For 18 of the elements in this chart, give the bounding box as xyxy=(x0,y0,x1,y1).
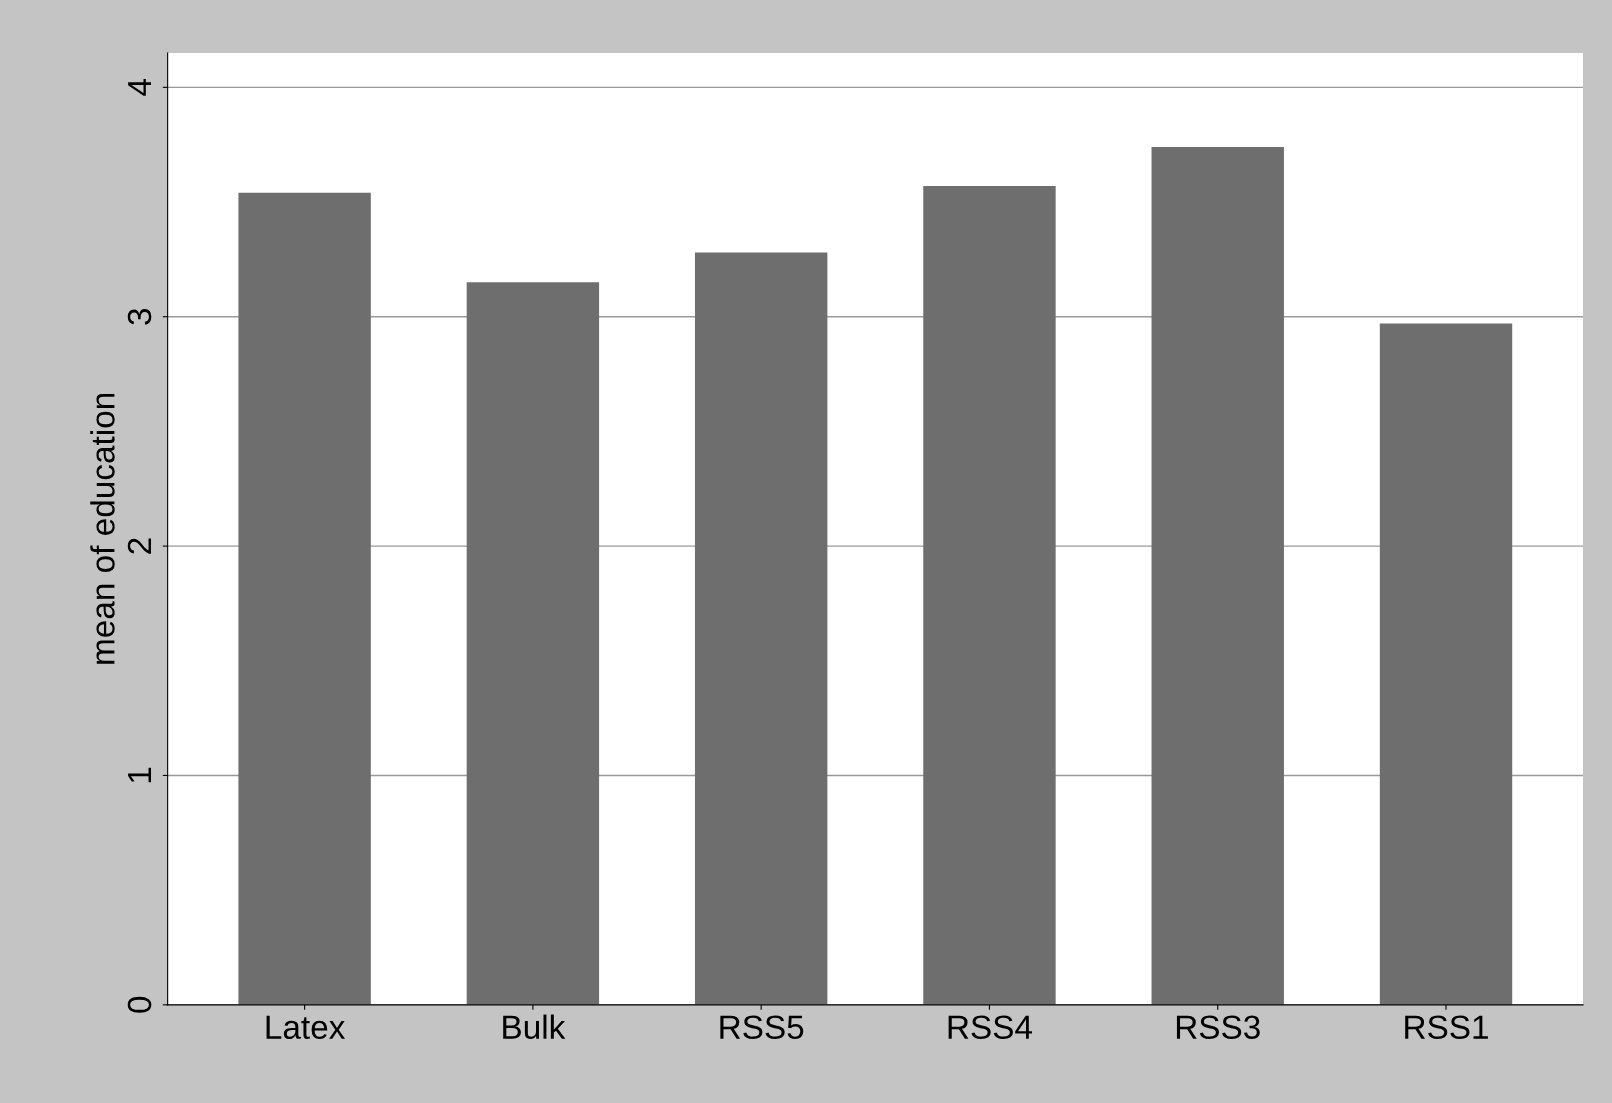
x-tick-label: RSS4 xyxy=(948,1015,1033,1040)
x-tick-label: RSS3 xyxy=(1176,1015,1260,1040)
bar xyxy=(1151,146,1284,1005)
x-tick-label: RSS1 xyxy=(1405,1015,1488,1040)
x-tick-label: Latex xyxy=(266,1015,346,1040)
y-tick-label: 1 xyxy=(128,767,152,783)
bar xyxy=(694,252,828,1005)
bar xyxy=(238,192,371,1005)
x-tick-label: Bulk xyxy=(503,1014,566,1040)
y-tick-label: 2 xyxy=(127,538,152,554)
bar xyxy=(1379,323,1513,1005)
bar xyxy=(923,185,1056,1005)
y-axis-title: mean of education xyxy=(90,393,115,664)
y-tick-label: 0 xyxy=(127,996,152,1013)
y-tick-label: 3 xyxy=(127,308,152,325)
bar xyxy=(466,282,600,1005)
y-tick-label: 4 xyxy=(128,79,152,96)
x-tick-label: RSS5 xyxy=(720,1015,804,1040)
